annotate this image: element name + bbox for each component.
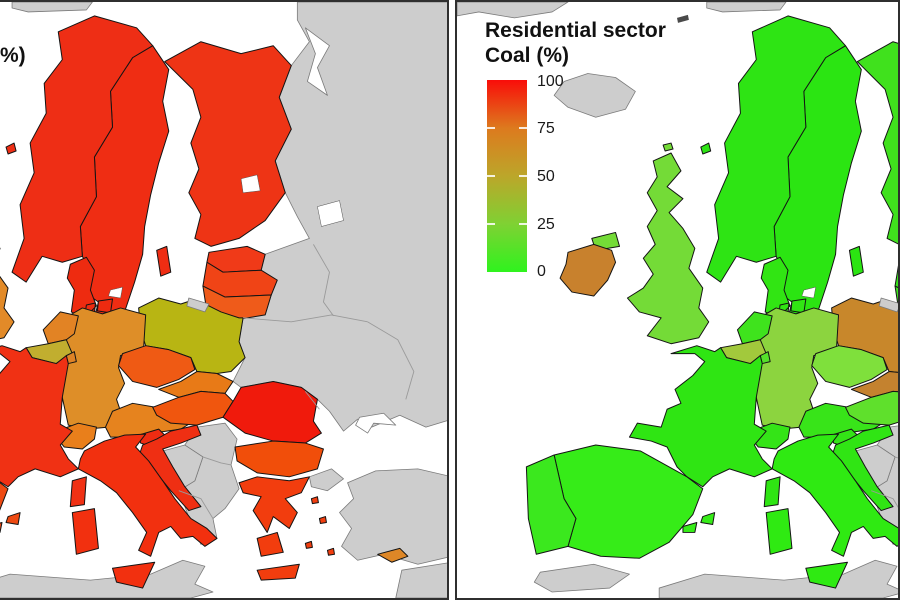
country-italy	[765, 433, 898, 589]
country-lithuania	[894, 285, 898, 309]
region-algeria-tunisia	[0, 559, 214, 598]
country-hungary	[844, 390, 898, 426]
region-kaliningrad	[186, 297, 210, 313]
legend-label-0: 0	[537, 263, 546, 280]
region-border-moldova	[305, 391, 320, 410]
region-border-belarus-russia	[313, 244, 334, 317]
country-portugal	[525, 454, 577, 555]
country-spain	[553, 444, 716, 559]
region-algeria-tunisia	[658, 559, 898, 598]
region-jan-mayen	[677, 14, 689, 23]
region-svalbard-edge	[11, 2, 93, 13]
region-kaliningrad	[878, 297, 898, 313]
legend-tick-50-left	[487, 175, 495, 177]
country-finland	[856, 41, 898, 245]
region-border-ukraine-russia	[367, 321, 415, 400]
legend-labels: 100 75 50 25 0	[537, 73, 577, 280]
region-crimea	[355, 412, 397, 434]
region-border-serbia-montenegro	[178, 490, 214, 519]
legend-label-50: 50	[537, 168, 555, 185]
country-norway	[700, 15, 846, 283]
legend-tick-50-right	[519, 175, 527, 177]
region-lake-saimaa	[240, 174, 261, 193]
region-border-belarus-ukraine	[243, 314, 368, 323]
country-norway	[5, 15, 154, 283]
legend-tick-25-left	[487, 223, 495, 225]
europe-map-left	[0, 2, 447, 598]
legend-label-25: 25	[537, 216, 555, 233]
country-spain	[0, 482, 21, 533]
region-thrace	[308, 468, 344, 492]
region-white-sea	[304, 27, 330, 96]
legend-gradient-bar	[487, 80, 527, 272]
country-romania	[222, 380, 322, 444]
region-lake-vanern	[801, 286, 816, 299]
country-hungary	[152, 390, 234, 426]
region-greenland-edge	[457, 2, 569, 19]
legend-body: 100 75 50 25 0	[485, 73, 666, 280]
map-panel-left: %)	[0, 0, 449, 600]
country-czechia	[811, 345, 888, 388]
country-ireland	[559, 243, 617, 297]
region-iceland	[553, 73, 636, 118]
country-finland	[164, 41, 292, 247]
legend-tick-75-right	[519, 127, 527, 129]
europe-map-right	[457, 2, 898, 598]
country-uk	[0, 247, 15, 340]
legend-label-75: 75	[537, 120, 555, 137]
region-border-serbia-bosnia	[202, 456, 232, 466]
region-levant	[395, 562, 447, 598]
legend-label-100: 100	[537, 73, 564, 90]
country-czechia	[118, 345, 196, 388]
country-greece	[238, 476, 335, 581]
country-france	[628, 345, 781, 508]
map-panel-right: Residential sector Coal (%) 100 75 50 25	[455, 0, 900, 600]
legend-title-line1: Residential sector	[485, 19, 666, 42]
legend: Residential sector Coal (%) 100 75 50 25	[485, 18, 666, 280]
country-france	[0, 345, 87, 508]
country-bulgaria	[234, 440, 324, 478]
legend-title: Residential sector Coal (%)	[485, 18, 666, 68]
legend-tick-25-right	[519, 223, 527, 225]
region-lake-ladoga	[317, 200, 344, 227]
region-border-serbia-montenegro	[871, 490, 898, 508]
country-latvia	[894, 265, 898, 289]
country-cyprus	[377, 547, 409, 563]
country-italy	[71, 433, 218, 589]
legend-title-line2: Coal (%)	[485, 44, 569, 67]
region-svalbard-edge	[706, 2, 787, 13]
legend-tick-75-left	[487, 127, 495, 129]
region-lake-vanern	[108, 286, 123, 299]
left-legend-partial-title: %)	[0, 44, 26, 67]
region-morocco	[533, 563, 630, 593]
